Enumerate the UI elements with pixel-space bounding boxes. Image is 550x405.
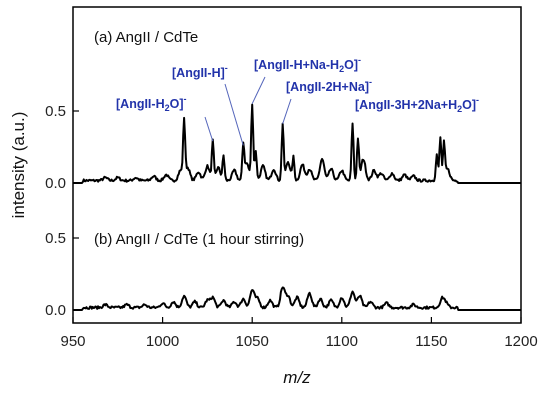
x-tick-label-1150: 1150 bbox=[415, 333, 447, 350]
x-tick-label-1000: 1000 bbox=[146, 333, 179, 350]
x-axis-title: m/z bbox=[283, 368, 311, 387]
leader-line-h-na-h2o bbox=[251, 76, 266, 104]
y-tick-label-a-05: 0.5 bbox=[45, 103, 66, 120]
y-axis: 0.0 0.5 0.0 0.5 bbox=[45, 103, 79, 319]
x-tick-label-950: 950 bbox=[60, 333, 85, 350]
x-axis: 950 1000 1050 1100 1150 1200 bbox=[60, 317, 538, 350]
annotation-angii-3h-2na-h2o: [AngII-3H+2Na+H2O]- bbox=[355, 95, 479, 114]
annotation-leaders bbox=[204, 76, 292, 146]
spectrum-trace-b bbox=[72, 286, 522, 311]
annotation-angii-h-na-h2o: [AngII-H+Na-H2O]- bbox=[254, 55, 361, 74]
spectrum-trace-a bbox=[72, 103, 522, 184]
annotation-angii-h: [AngII-H]- bbox=[172, 63, 228, 80]
spectra-traces bbox=[72, 103, 522, 311]
panel-label-b: (b) AngII / CdTe (1 hour stirring) bbox=[94, 231, 304, 248]
leader-line-h bbox=[224, 83, 244, 146]
plot-frame bbox=[72, 6, 522, 324]
y-tick-label-b-0: 0.0 bbox=[45, 302, 66, 319]
annotation-angii-2h-na: [AngII-2H+Na]- bbox=[286, 77, 372, 94]
x-tick-label-1100: 1100 bbox=[326, 333, 358, 350]
panel-label-a: (a) AngII / CdTe bbox=[94, 29, 198, 46]
leader-line-h2o bbox=[204, 116, 214, 142]
annotation-angii-h2o: [AngII-H2O]- bbox=[116, 94, 187, 113]
x-tick-label-1200: 1200 bbox=[504, 333, 537, 350]
y-tick-label-b-05: 0.5 bbox=[45, 230, 66, 247]
x-tick-label-1050: 1050 bbox=[236, 333, 269, 350]
y-axis-title: intensity (a.u.) bbox=[9, 112, 28, 219]
leader-line-2h-na bbox=[282, 98, 292, 124]
y-tick-label-a-0: 0.0 bbox=[45, 175, 66, 192]
